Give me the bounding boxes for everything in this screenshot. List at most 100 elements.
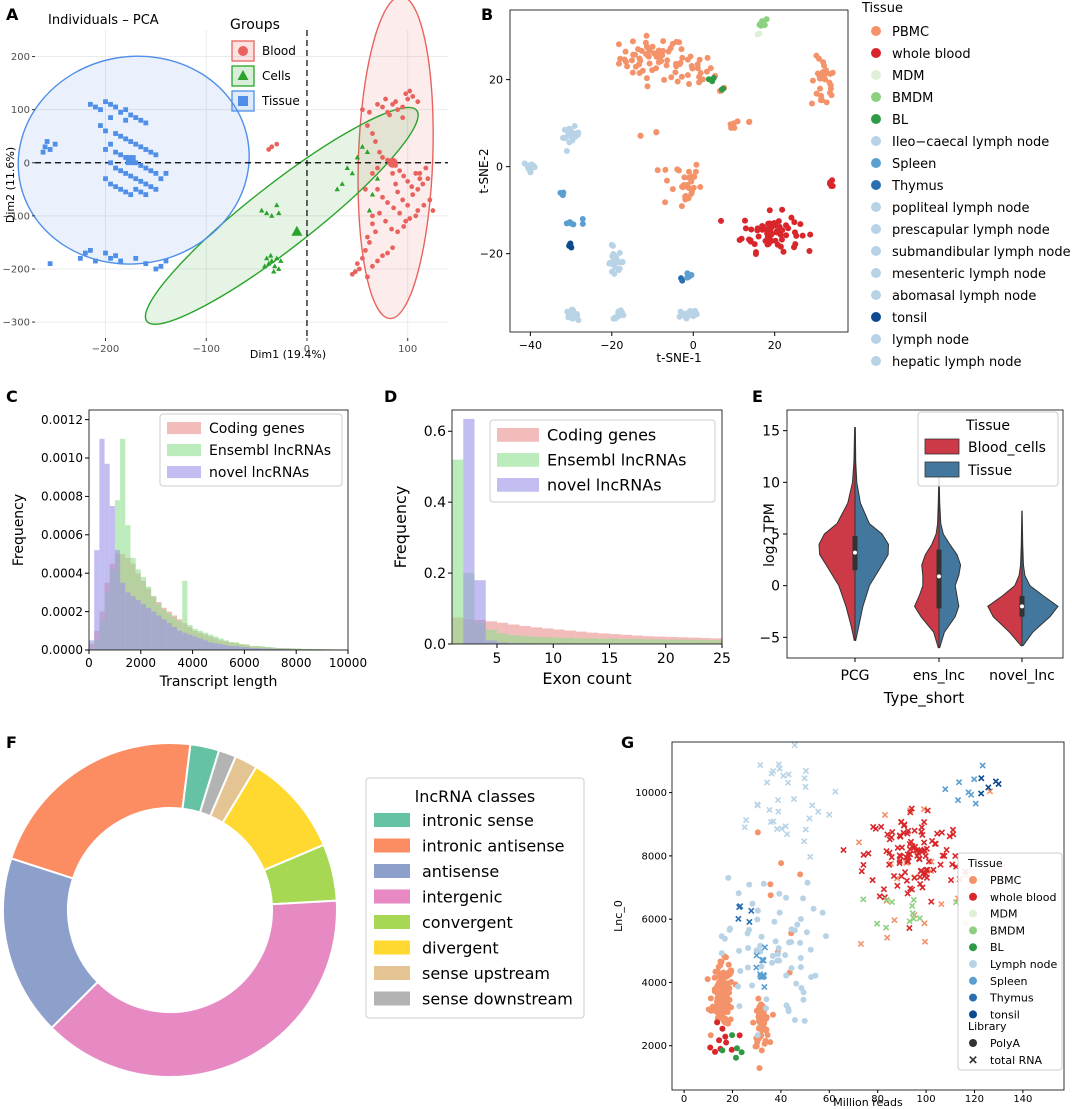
histogram-bar [125, 525, 131, 650]
data-point-cells [274, 255, 280, 261]
data-point-tissue [118, 168, 124, 174]
data-point-blood [356, 266, 362, 272]
data-point [972, 800, 979, 807]
data-point [678, 46, 685, 53]
data-point-tissue [138, 178, 144, 184]
legend-key [167, 466, 201, 479]
legend-label: Coding genes [209, 421, 305, 437]
data-point [797, 871, 804, 878]
legend-key [374, 889, 410, 904]
violin-half-tissue [938, 476, 962, 649]
data-point [799, 232, 806, 239]
x-tick-label: −200 [92, 344, 119, 355]
violin-median [1020, 604, 1024, 609]
data-point [883, 896, 890, 904]
data-point-tissue [123, 107, 129, 113]
data-point-blood [403, 91, 409, 97]
data-point [858, 868, 865, 875]
data-point-blood [407, 216, 413, 221]
data-point-blood [377, 149, 382, 155]
data-point [753, 964, 760, 971]
data-point-tissue [123, 155, 129, 160]
data-point [615, 60, 622, 67]
legend-key [374, 838, 410, 853]
histogram-bar [553, 629, 565, 644]
data-point [755, 1025, 762, 1032]
data-point-blood [370, 221, 375, 227]
data-point [746, 236, 753, 243]
data-point [916, 873, 924, 881]
data-point [826, 79, 833, 86]
data-point [725, 874, 732, 881]
data-point [754, 916, 761, 923]
data-point [716, 989, 723, 996]
data-point [794, 921, 801, 928]
data-point [800, 989, 807, 996]
x-tick-label: 20 [768, 339, 782, 352]
data-point [722, 1033, 729, 1040]
y-tick-label: 0.2 [424, 566, 446, 582]
data-point [769, 222, 776, 229]
data-point [761, 21, 768, 28]
data-point [933, 830, 941, 837]
data-point [815, 808, 822, 815]
data-point [827, 70, 834, 77]
data-point [949, 826, 957, 834]
data-point [615, 41, 622, 48]
data-point [643, 43, 650, 50]
legend-label: whole blood [892, 47, 971, 62]
data-point-blood [370, 170, 375, 176]
legend-marker [871, 48, 881, 58]
data-point [719, 1047, 726, 1054]
data-point [804, 879, 811, 886]
data-point [882, 924, 890, 931]
y-tick-label: 0 [771, 579, 780, 595]
data-point [873, 920, 881, 927]
data-point [636, 55, 643, 62]
data-point [694, 61, 701, 68]
legend-label: novel lncRNAs [209, 465, 309, 481]
data-point [738, 1049, 745, 1056]
data-point [928, 898, 935, 905]
data-point [608, 268, 615, 275]
data-point [911, 843, 919, 850]
histogram-bar [508, 635, 520, 644]
data-point-cells [266, 260, 272, 266]
y-tick-label: 0.0002 [41, 605, 83, 619]
histogram-bar [296, 648, 302, 650]
legend-marker [969, 1039, 977, 1047]
data-point [735, 890, 742, 897]
y-tick-label: −200 [3, 264, 30, 275]
data-point-blood [405, 96, 411, 102]
legend-label: popliteal lymph node [892, 201, 1030, 216]
data-point [560, 189, 567, 196]
data-point [692, 168, 699, 175]
data-point-blood [383, 96, 388, 102]
legend-key [497, 478, 539, 492]
data-point [738, 235, 745, 242]
data-point [685, 168, 692, 175]
x-tick-label: 5 [493, 651, 502, 667]
x-tick-label: 8000 [281, 656, 312, 670]
data-point [561, 126, 568, 133]
data-point [704, 54, 711, 61]
data-point [942, 786, 949, 793]
y-tick-label: 0 [496, 161, 503, 174]
data-point [678, 275, 685, 282]
legend-marker [871, 356, 881, 366]
data-point [791, 1017, 798, 1024]
data-point [891, 916, 898, 924]
data-point [767, 881, 774, 888]
data-point [678, 203, 685, 210]
data-point [888, 898, 896, 906]
histogram-bar [270, 647, 276, 650]
data-point [668, 74, 675, 81]
data-point [754, 1039, 761, 1046]
data-point-tissue [143, 192, 149, 198]
data-point [677, 308, 684, 315]
data-point [869, 876, 876, 884]
histogram-bar [270, 648, 276, 650]
data-point [719, 1025, 726, 1032]
data-point-cells [271, 268, 277, 274]
data-point [809, 77, 816, 84]
